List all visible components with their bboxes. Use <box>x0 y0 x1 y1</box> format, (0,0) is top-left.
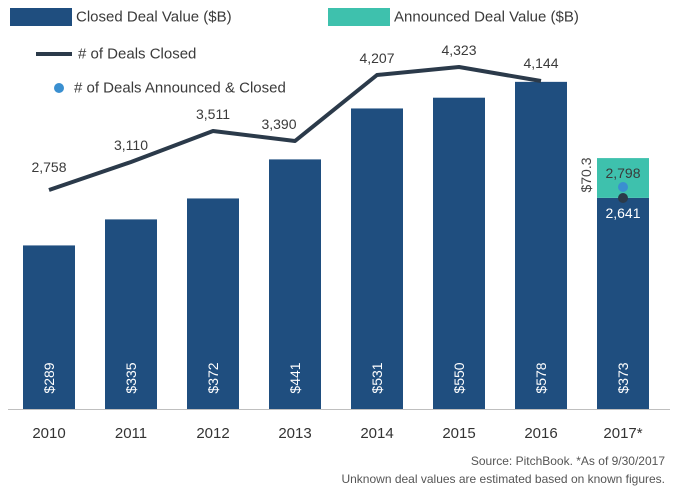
bar-label-2016: $578 <box>533 362 549 393</box>
bar-label-2015: $550 <box>451 362 467 393</box>
line-label-2015: 4,323 <box>441 42 476 58</box>
x-tick-label-2013: 2013 <box>278 425 311 442</box>
line-label-2012: 3,511 <box>196 106 230 122</box>
bar-label-2013: $441 <box>287 362 303 393</box>
point-deals-announced-closed-2017 <box>618 182 628 192</box>
line-deals-closed <box>48 65 542 192</box>
x-tick-label-2011: 2011 <box>115 425 147 442</box>
legend-swatch-announced-value <box>328 8 390 27</box>
legend-deals-announced-closed: # of Deals Announced & Closed <box>46 79 286 97</box>
bar-2013 <box>269 159 321 409</box>
footer-source: Source: PitchBook. *As of 9/30/2017 <box>470 454 665 468</box>
line-label-2016: 4,144 <box>523 55 558 71</box>
legend-swatch-closed-value <box>10 8 72 27</box>
line-label-2011: 3,110 <box>114 137 148 153</box>
legend-closed-value: Closed Deal Value ($B) <box>10 8 232 27</box>
legend-label-announced-value: Announced Deal Value ($B) <box>394 8 579 26</box>
line-label-2013: 3,390 <box>261 116 296 132</box>
bar-2015 <box>433 97 485 409</box>
bar-label-2010: $289 <box>41 362 57 393</box>
legend-announced-value: Announced Deal Value ($B) <box>328 8 579 27</box>
legend-swatch-deals-announced-closed <box>54 83 64 94</box>
point-label-announced-closed: 2,798 <box>605 165 640 181</box>
bar-2016 <box>515 81 567 410</box>
legend-deals-closed: # of Deals Closed <box>36 45 196 63</box>
bar-2011 <box>105 219 157 409</box>
legend-swatch-deals-closed <box>36 52 72 57</box>
line-label-2017: 2,641 <box>605 205 640 221</box>
bar-2012 <box>187 198 239 409</box>
x-tick-label-2012: 2012 <box>196 425 229 442</box>
line-label-2010: 2,758 <box>31 159 66 175</box>
point-deals-closed-2017 <box>618 193 628 203</box>
bar-label-2017: $373 <box>615 362 631 393</box>
announced-value-label: $70.3 <box>578 157 594 192</box>
footer-note: Unknown deal values are estimated based … <box>341 472 665 486</box>
bar-label-2014: $531 <box>369 362 385 393</box>
legend-label-deals-closed: # of Deals Closed <box>78 45 197 63</box>
x-tick-label-2016: 2016 <box>524 425 557 442</box>
bar-label-2012: $372 <box>205 362 221 393</box>
bar-2010 <box>23 245 75 409</box>
bar-2014 <box>351 108 403 409</box>
legend-label-closed-value: Closed Deal Value ($B) <box>76 8 232 26</box>
bar-2017 <box>597 197 649 409</box>
bar-label-2011: $335 <box>123 362 139 393</box>
x-tick-label-2015: 2015 <box>442 425 475 442</box>
x-tick-label-2010: 2010 <box>32 425 65 442</box>
legend-label-deals-announced-closed: # of Deals Announced & Closed <box>74 79 286 97</box>
x-tick-label-2014: 2014 <box>360 425 393 442</box>
line-label-2014: 4,207 <box>359 50 394 66</box>
x-tick-label-2017: 2017* <box>603 425 642 442</box>
